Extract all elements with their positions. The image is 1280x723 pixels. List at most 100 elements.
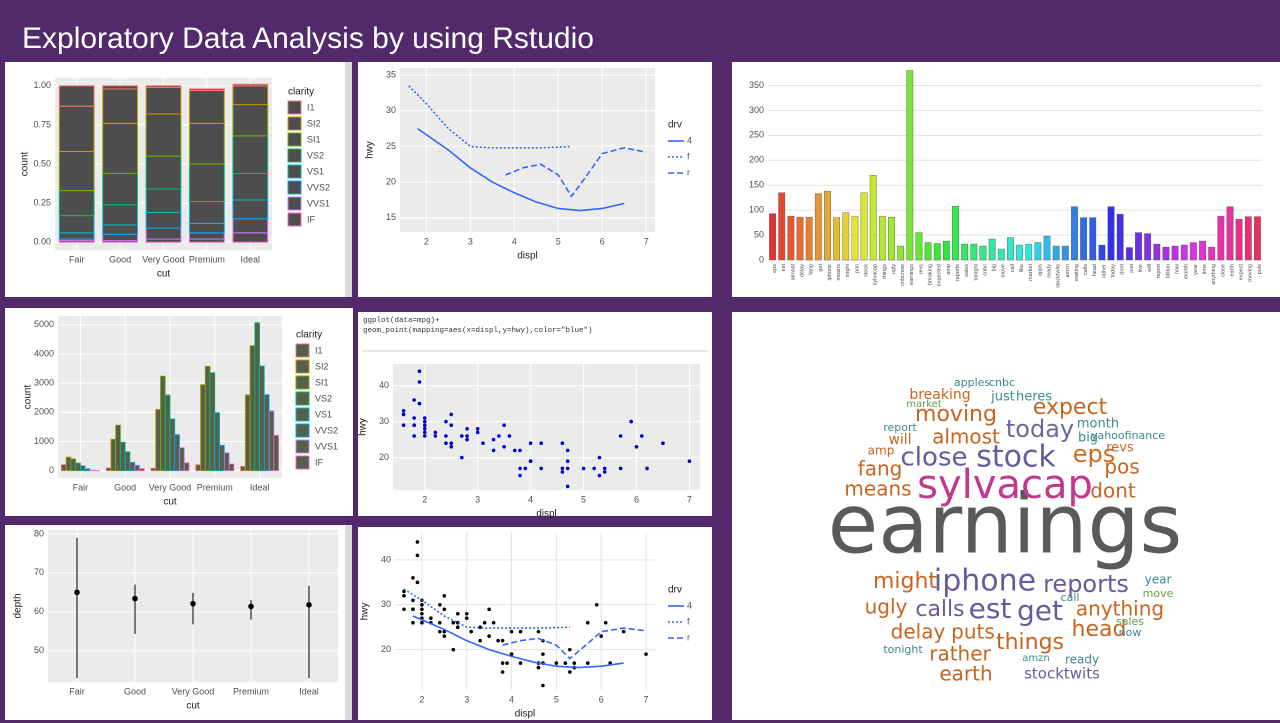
x-tick-label: Good xyxy=(114,482,136,492)
point xyxy=(500,670,505,674)
point xyxy=(412,416,416,420)
x-tick-label: 4 xyxy=(528,494,533,504)
point xyxy=(460,434,464,438)
bar-segment xyxy=(145,85,182,88)
legend-label: r xyxy=(687,632,690,642)
bar-segment xyxy=(232,85,269,106)
point xyxy=(507,434,512,438)
point xyxy=(449,423,454,428)
x-tick-label: Very Good xyxy=(149,482,192,492)
legend-title: clarity xyxy=(288,87,314,98)
point xyxy=(444,419,448,424)
point xyxy=(528,459,533,464)
bar xyxy=(1153,243,1161,261)
x-tick-label: 6 xyxy=(599,694,604,704)
x-tick-label: calls xyxy=(1083,264,1089,275)
plot-background xyxy=(393,364,700,490)
x-tick-label: 5 xyxy=(554,694,559,704)
point xyxy=(433,434,438,438)
y-tick-label: 1.00 xyxy=(33,80,51,90)
word: anything xyxy=(1076,597,1164,621)
point xyxy=(539,441,544,446)
bar xyxy=(110,438,117,472)
bar-segment xyxy=(145,86,182,115)
bar xyxy=(961,243,969,261)
x-tick-label: market xyxy=(1028,264,1034,281)
bar xyxy=(979,245,987,261)
point xyxy=(536,629,541,634)
y-axis-title: hwy xyxy=(358,418,369,436)
legend-key xyxy=(295,359,310,374)
point xyxy=(451,620,456,625)
x-tick-label: earth xyxy=(1229,264,1235,277)
bar xyxy=(1071,206,1078,261)
y-tick-label: 0.75 xyxy=(33,119,51,129)
word: eps xyxy=(1073,440,1116,468)
bar xyxy=(254,322,260,472)
y-tick-label: 35 xyxy=(386,70,396,80)
scrollbar xyxy=(345,62,352,297)
legend-key xyxy=(295,343,310,358)
legend-key xyxy=(295,455,310,470)
point xyxy=(422,423,427,428)
point xyxy=(502,445,506,449)
point xyxy=(482,620,487,625)
x-tick-label: 4 xyxy=(512,236,517,246)
legend-key xyxy=(287,116,302,131)
point xyxy=(417,369,422,374)
bar xyxy=(169,418,176,472)
point xyxy=(469,629,474,634)
bar xyxy=(1098,244,1106,261)
bar xyxy=(1116,213,1124,261)
bar-segment xyxy=(58,150,95,192)
bar-segment xyxy=(58,190,95,217)
point xyxy=(618,466,623,471)
word: close xyxy=(901,443,968,473)
bar xyxy=(263,394,270,472)
point xyxy=(449,441,454,446)
point xyxy=(465,434,469,438)
bar-segment xyxy=(145,113,182,157)
point xyxy=(572,661,577,665)
bar xyxy=(244,394,251,472)
point xyxy=(417,380,422,384)
point xyxy=(491,437,496,442)
legend-label: VS1 xyxy=(307,166,324,176)
bar xyxy=(1199,240,1206,261)
point xyxy=(449,445,454,449)
x-tick-label: rather xyxy=(1101,264,1107,279)
point xyxy=(411,598,415,603)
x-tick-label: 5 xyxy=(556,236,561,246)
word: stock xyxy=(976,440,1056,475)
legend-label: f xyxy=(687,616,690,626)
bar xyxy=(249,345,256,472)
bar-segment xyxy=(102,224,138,235)
bar xyxy=(223,452,230,472)
legend-label: SI1 xyxy=(315,377,329,387)
word: might xyxy=(873,569,937,594)
legend-title: drv xyxy=(668,120,682,131)
bar-segment xyxy=(232,172,269,201)
point xyxy=(475,427,480,431)
x-tick-label: like xyxy=(1019,264,1025,272)
word: dont xyxy=(1090,479,1136,503)
y-tick-label: 60 xyxy=(34,606,44,616)
point xyxy=(464,616,469,621)
bar-segment xyxy=(189,201,225,224)
point xyxy=(502,423,506,428)
x-tick-label: earnings xyxy=(909,264,915,285)
bar-segment xyxy=(145,211,182,229)
y-tick-label: 150 xyxy=(749,180,764,190)
point xyxy=(518,629,523,634)
point xyxy=(412,398,416,402)
word: big xyxy=(1078,431,1098,446)
word: pos xyxy=(1104,455,1139,479)
bar xyxy=(1162,246,1170,261)
x-tick-label: head xyxy=(1092,264,1098,276)
bar xyxy=(204,365,211,472)
x-tick-label: 7 xyxy=(644,694,649,704)
point xyxy=(429,616,433,621)
x-tick-label: sylvacap xyxy=(873,264,879,285)
x-tick-label: iphone xyxy=(827,264,833,281)
x-tick-label: big xyxy=(992,264,998,271)
